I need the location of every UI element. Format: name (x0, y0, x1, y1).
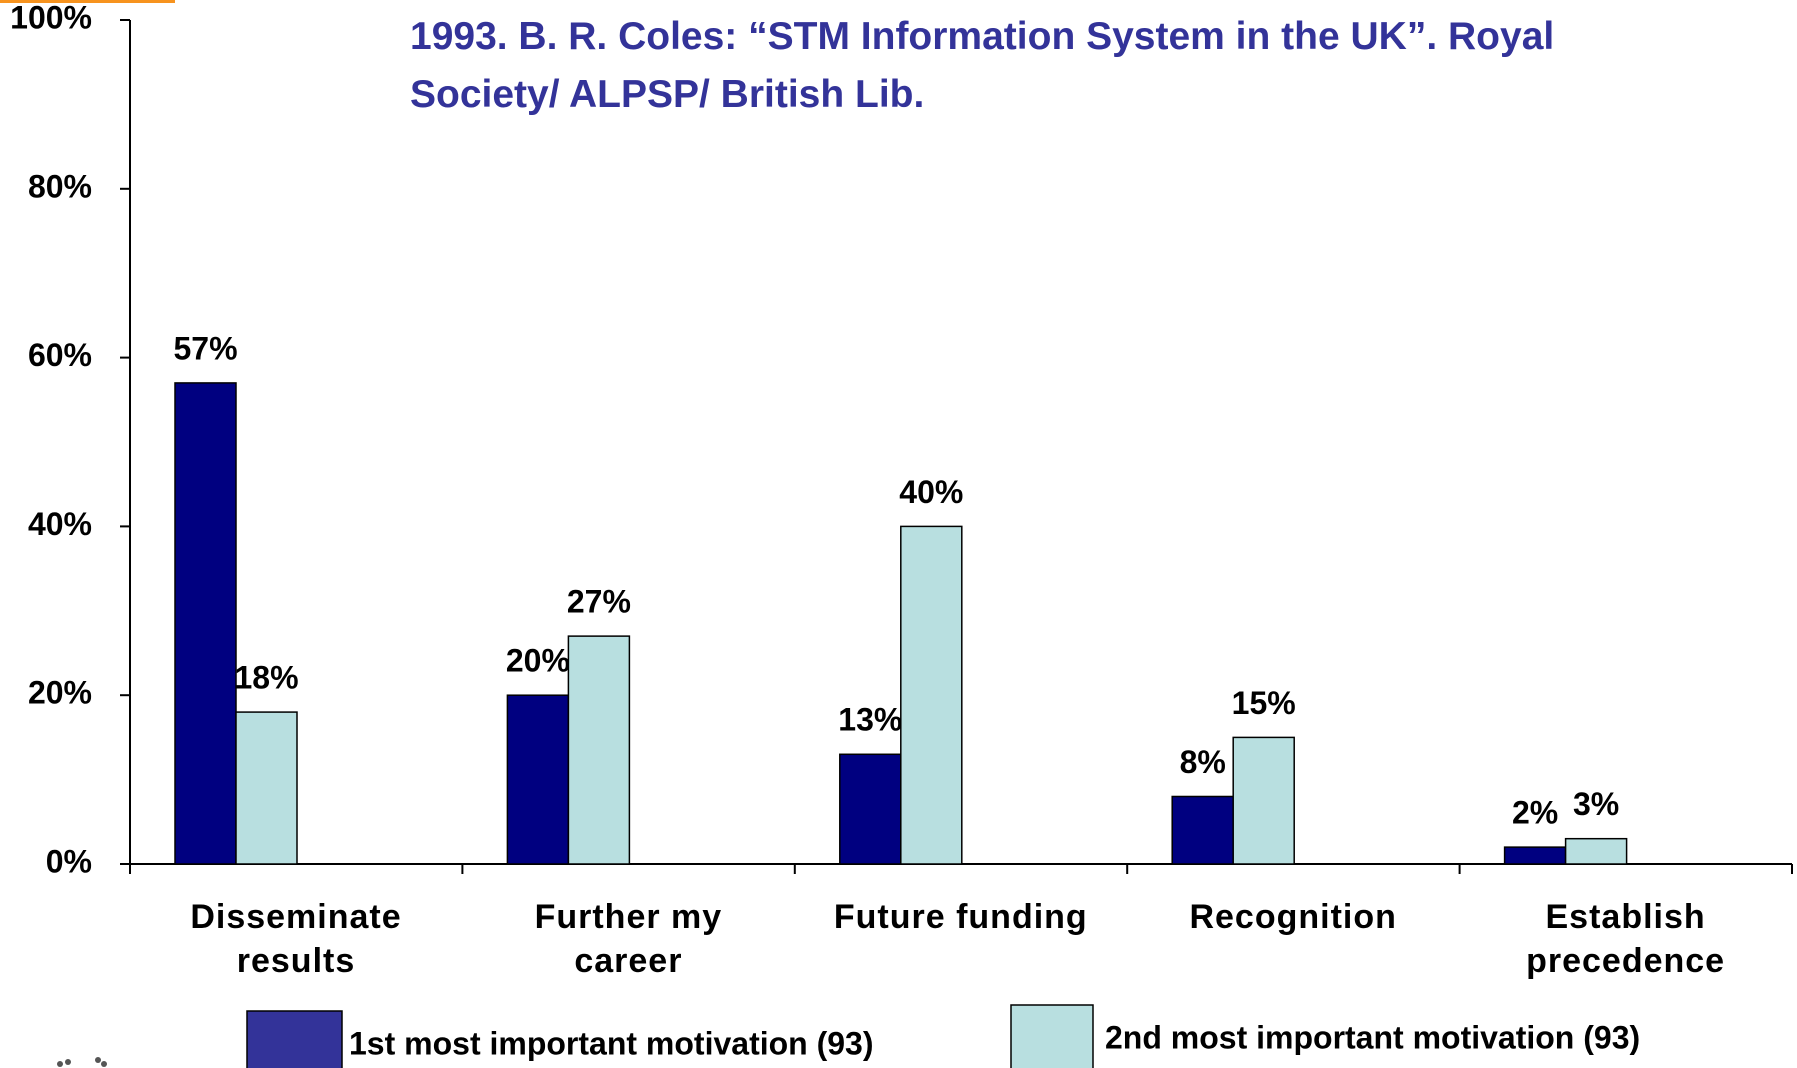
bar (506, 694, 570, 865)
data-label: 40% (899, 474, 963, 510)
x-tick-label: Disseminate results (190, 898, 402, 980)
x-tick-label: Further my career (534, 898, 723, 980)
data-label: 27% (567, 584, 631, 620)
x-tick-label: Establish precedence (1526, 898, 1726, 980)
legend-label: 1st most important motivation (93) (349, 1025, 874, 1061)
data-label: 13% (838, 702, 902, 738)
data-label: 2% (1512, 795, 1558, 831)
accent-bar (0, 0, 175, 3)
bar (900, 525, 963, 865)
data-label: 3% (1573, 786, 1619, 822)
x-tick-label: Recognition (1189, 898, 1397, 936)
bar (1232, 736, 1295, 865)
data-label: 57% (173, 330, 237, 366)
y-tick-label: 40% (28, 506, 92, 542)
bar (839, 753, 902, 865)
bar (174, 382, 237, 865)
y-tick-label: 60% (28, 337, 92, 373)
y-tick-label: 100% (10, 0, 92, 35)
data-label: 8% (1180, 744, 1226, 780)
logo (57, 1057, 107, 1067)
bar (1171, 795, 1234, 865)
legend-swatch (1010, 1004, 1094, 1068)
data-label: 20% (506, 643, 570, 679)
bar (1564, 837, 1628, 865)
legend-label: 2nd most important motivation (93) (1105, 1019, 1640, 1055)
legend-swatch (246, 1010, 343, 1068)
bar (567, 635, 631, 865)
bar (235, 711, 298, 865)
y-tick-label: 80% (28, 168, 92, 204)
y-tick-label: 20% (28, 675, 92, 711)
x-tick-label: Future funding (833, 898, 1088, 936)
data-label: 18% (234, 660, 298, 696)
bar (1503, 846, 1567, 865)
y-tick-label: 0% (46, 843, 92, 879)
chart-title: 1993. B. R. Coles: “STM Information Syst… (410, 15, 1555, 116)
data-label: 15% (1232, 685, 1296, 721)
